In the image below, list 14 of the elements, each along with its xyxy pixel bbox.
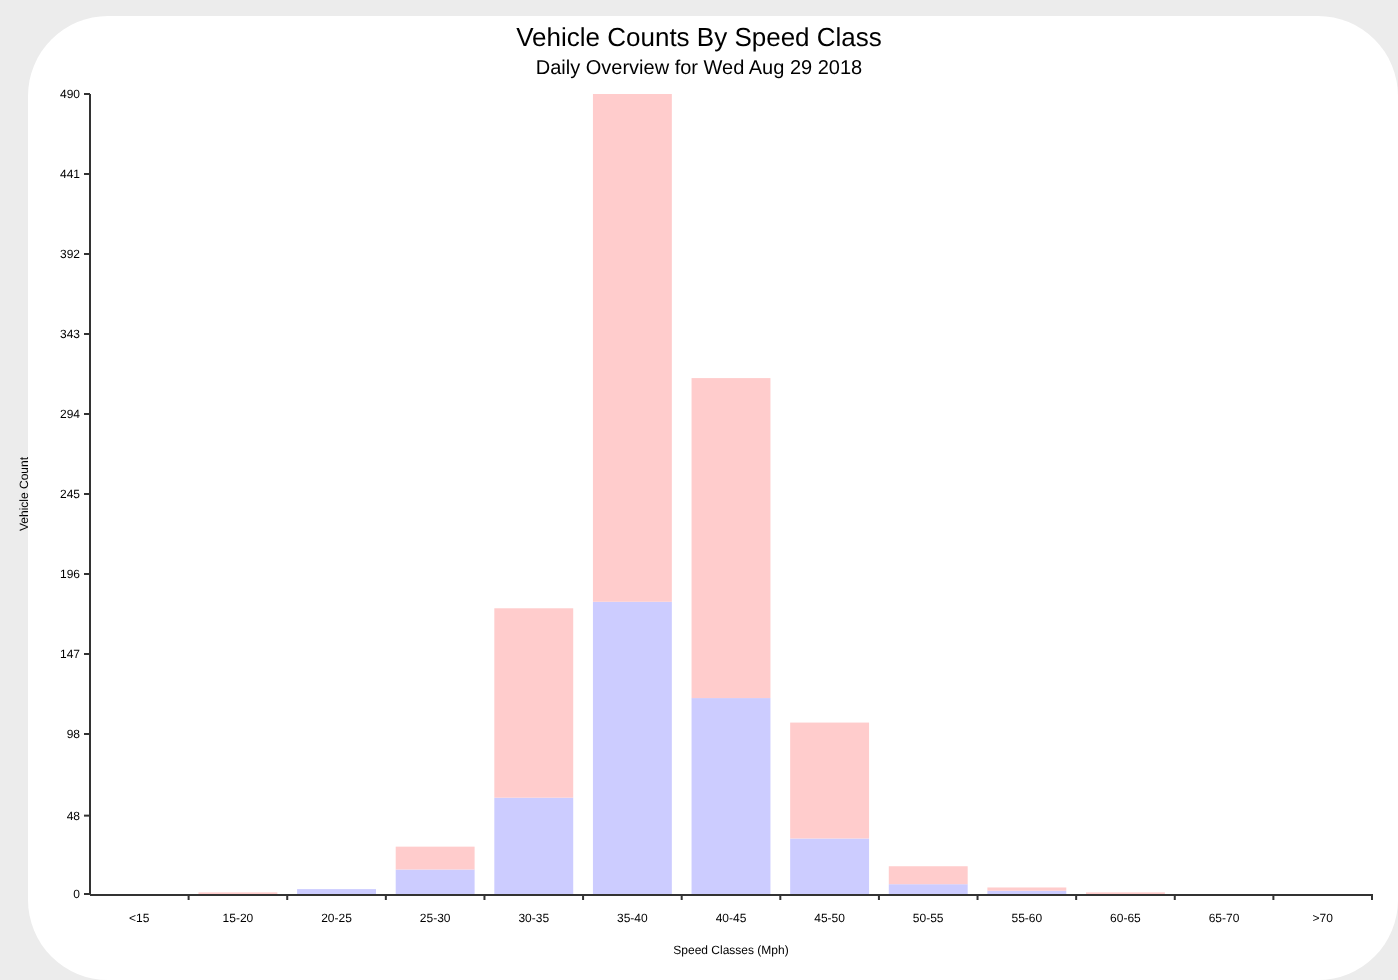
- bar: [395, 869, 475, 894]
- bar: [395, 846, 475, 870]
- bar: [592, 94, 672, 602]
- bar: [888, 866, 968, 885]
- chart-title: Vehicle Counts By Speed Class: [516, 22, 883, 52]
- bar: [691, 698, 771, 894]
- bar: [790, 722, 870, 839]
- bar: [790, 838, 870, 894]
- bar: [691, 378, 771, 699]
- chart-subtitle: Daily Overview for Wed Aug 29 2018: [535, 58, 864, 80]
- bar: [494, 797, 574, 894]
- bar: [592, 601, 672, 894]
- bar: [888, 884, 968, 894]
- bar: [494, 608, 574, 798]
